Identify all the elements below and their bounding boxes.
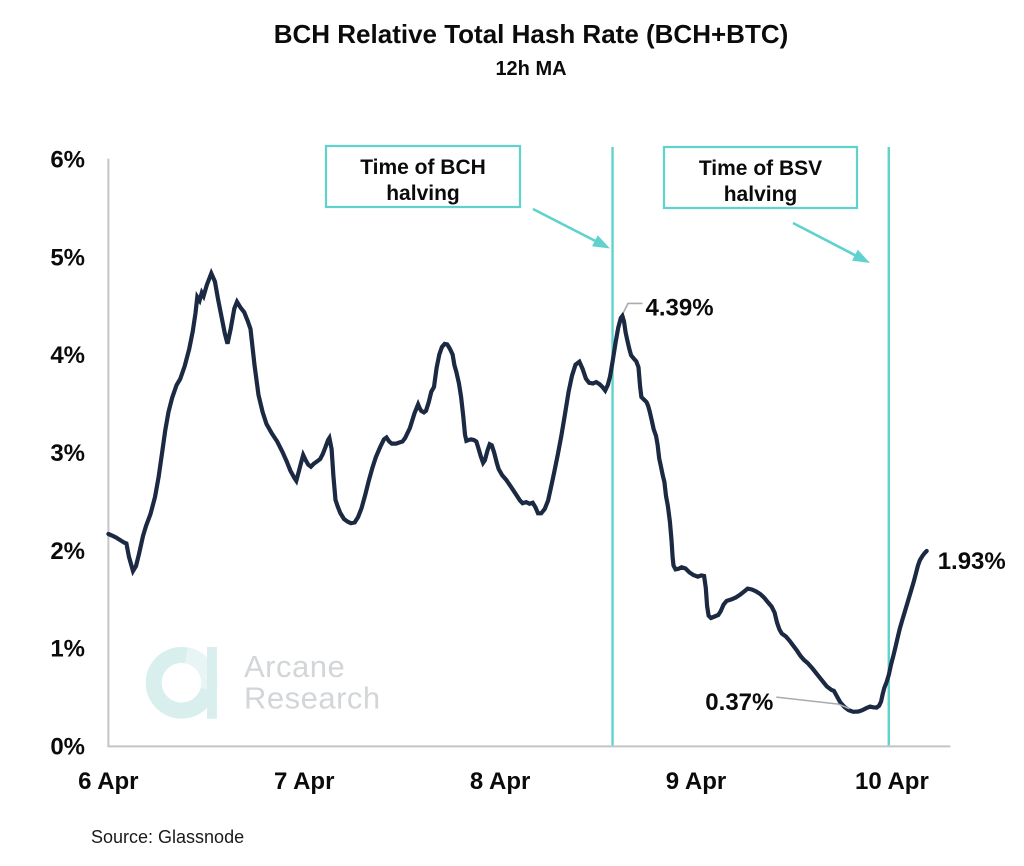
bch-halving-label-box [324, 144, 522, 209]
chart-subtitle: 12h MA [495, 58, 566, 80]
bch-halving-label-text: halving [386, 182, 460, 205]
source-note: Source: Glassnode [91, 827, 244, 847]
y-tick-label-2: 2% [50, 538, 85, 565]
value-annotations: 4.39% 0.37% 1.93% [622, 294, 1006, 716]
y-tick-label-4: 4% [50, 342, 85, 369]
bch-halving-label: Time of BCH halving [324, 144, 610, 249]
x-tick-label-9-Apr: 9 Apr [666, 768, 726, 795]
annotation-trough-value: 0.37% [705, 689, 773, 716]
x-tick-label-10-Apr: 10 Apr [855, 768, 929, 795]
halving-event-lines [611, 147, 890, 746]
bsv-halving-label-box [662, 145, 859, 210]
annotation-peak-leader-line [622, 302, 643, 313]
halving-event-labels: Time of BCH halving Time of BSV halving [324, 144, 870, 263]
bsv-halving-label: Time of BSV halving [662, 145, 870, 263]
bch-halving-arrow [532, 207, 598, 243]
y-tick-label-6: 6% [50, 147, 85, 174]
arcane-logo-icon [145, 647, 218, 719]
bsv-halving-arrow [792, 221, 858, 258]
annotation-peak: 4.39% [622, 294, 714, 321]
bsv-halving-label-text: Time of BSV [699, 157, 822, 180]
chart-title: BCH Relative Total Hash Rate (BCH+BTC) [274, 19, 789, 49]
annotation-last: 1.93% [938, 548, 1006, 575]
axes [107, 158, 951, 748]
y-tick-label-5: 5% [50, 244, 85, 271]
y-tick-label-3: 3% [50, 440, 85, 467]
bsv-halving-label-text: halving [724, 183, 798, 206]
annotation-peak-value: 4.39% [645, 294, 713, 321]
annotation-trough-leader-line [776, 696, 850, 710]
annotation-trough: 0.37% [705, 689, 850, 716]
x-axis-labels: 6 Apr 7 Apr 8 Apr 9 Apr 10 Apr [78, 768, 929, 795]
y-tick-label-0: 0% [50, 733, 85, 760]
x-tick-label-8-Apr: 8 Apr [470, 768, 530, 795]
bsv-halving-arrowhead-icon [852, 249, 870, 263]
watermark-line2: Research [244, 681, 381, 716]
bch-halving-arrowhead-icon [592, 235, 610, 249]
hash-rate-line [106, 267, 929, 714]
bch-halving-label-text: Time of BCH [360, 156, 486, 179]
y-tick-label-1: 1% [50, 636, 85, 663]
annotation-last-value: 1.93% [938, 548, 1006, 575]
watermark-line1: Arcane [244, 649, 345, 684]
watermark: Arcane Research [145, 647, 381, 719]
x-tick-label-7-Apr: 7 Apr [274, 768, 334, 795]
x-tick-label-6-Apr: 6 Apr [78, 768, 138, 795]
y-axis-labels: 0% 1% 2% 3% 4% 5% 6% [50, 147, 85, 761]
